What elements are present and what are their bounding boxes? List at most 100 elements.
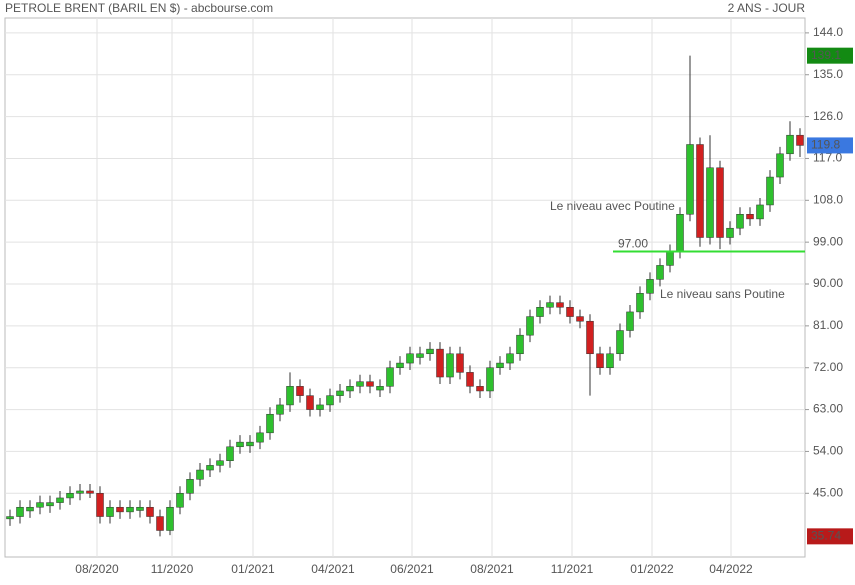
candle-body [726,227,734,238]
candle-body [336,390,344,396]
x-tick-label: 04/2021 [311,562,355,576]
candle-body [246,441,254,447]
chart-title: PETROLE BRENT (BARIL EN $) - abcbourse.c… [5,1,273,15]
candle-body [546,302,554,308]
candle-body [386,367,394,387]
candle-body [86,490,94,494]
candle-body [376,386,384,391]
candle-body [656,265,664,280]
candle-body [796,134,804,146]
candle-body [106,506,114,517]
candle-body [426,348,434,355]
x-tick-label: 08/2020 [75,562,119,576]
candle-body [596,353,604,368]
candle-body [626,311,634,331]
price-tag [807,137,853,154]
candle-body [116,506,124,513]
candle-body [636,293,644,313]
candle-body [746,214,754,220]
candle-body [326,395,334,406]
y-tick-label: 99.00 [813,234,843,248]
candle-body [666,251,674,266]
reference-label: 97.00 [618,237,648,251]
candle-body [736,214,744,229]
candle-body [256,432,264,443]
price-tag-label: 119.8 [811,138,840,152]
candle-body [476,386,484,392]
candle-body [756,204,764,220]
y-tick-label: 144.0 [813,25,843,39]
candle-body [466,372,474,387]
candle-body [6,516,14,520]
candle-body [296,386,304,396]
y-tick-label: 63.00 [813,402,843,416]
candle-body [286,386,294,406]
candle-body [576,316,584,322]
candle-body [706,167,714,238]
y-tick-label: 108.0 [813,192,843,206]
x-tick-label: 06/2021 [390,562,434,576]
candle-body [556,302,564,308]
candle-body [356,381,364,387]
y-tick-label: 54.00 [813,444,843,458]
candle-body [216,460,224,466]
candle-body [646,279,654,294]
candle-body [416,353,424,358]
annotation: Le niveau avec Poutine [550,199,675,213]
candle-body [396,362,404,368]
price-tag [807,528,853,545]
price-tag-label: 139.1 [811,48,841,62]
x-tick-label: 08/2021 [470,562,514,576]
candle-body [506,353,514,364]
candle-body [496,362,504,368]
candle-body [486,367,494,392]
y-tick-label: 90.00 [813,276,843,290]
y-tick-label: 117.0 [813,151,842,165]
candle-body [226,446,234,461]
candle-body [676,214,684,252]
x-tick-label: 01/2021 [231,562,275,576]
chart-subtitle: 2 ANS - JOUR [728,1,806,15]
candle-body [776,153,784,178]
x-tick-label: 11/2020 [151,562,194,576]
candle-body [186,479,194,494]
y-tick-label: 45.00 [813,485,843,499]
candle-body [366,381,374,387]
plot-frame [4,17,806,558]
candle-body [686,144,694,215]
candle-body [176,493,184,508]
candle-body [766,176,774,206]
candle-body [526,316,534,336]
candle-body [136,506,144,511]
candle-body [66,493,74,499]
candle-body [166,506,174,531]
candle-body [786,134,794,155]
candle-body [586,320,594,355]
candle-body [146,506,154,517]
candle-body [206,465,214,471]
candle-body [436,348,444,378]
candle-body [406,353,414,364]
candle-body [306,395,314,410]
candle-body [56,497,64,503]
y-tick-label: 72.00 [813,360,843,374]
candle-body [276,404,284,415]
candle-body [536,307,544,317]
candle-body [46,502,54,507]
candle-body [196,469,204,480]
candle-body [76,490,84,494]
candle-body [236,441,244,448]
y-tick-label: 81.00 [813,318,843,332]
candle-body [36,502,44,508]
x-tick-label: 04/2022 [709,562,753,576]
candle-body [346,386,354,392]
candle-body [456,353,464,373]
candle-body [96,493,104,517]
candle-body [266,413,274,434]
price-tag [807,47,853,64]
candle-body [446,353,454,378]
candle-body [566,307,574,317]
annotation: Le niveau sans Poutine [660,287,785,301]
